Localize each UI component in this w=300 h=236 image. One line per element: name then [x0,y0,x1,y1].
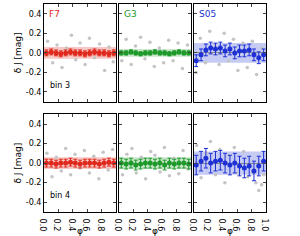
svg-text:0.0: 0.0 [29,159,42,168]
svg-text:φ: φ [227,226,233,236]
svg-text:0.8: 0.8 [96,219,105,232]
svg-text:0.2: 0.2 [127,219,136,232]
svg-text:0.0: 0.0 [113,219,122,232]
svg-text:0.2: 0.2 [29,29,42,38]
svg-text:0.4: 0.4 [29,10,42,19]
svg-text:φ: φ [77,226,83,236]
svg-text:0.4: 0.4 [67,219,76,232]
svg-text:G3: G3 [124,9,137,19]
svg-text:0.2: 0.2 [202,219,211,232]
svg-text:-0.4: -0.4 [26,88,42,97]
svg-text:0.0: 0.0 [188,219,197,232]
svg-text:0.8: 0.8 [171,219,180,232]
svg-text:bin 4: bin 4 [50,191,70,200]
svg-text:S05: S05 [199,9,216,19]
svg-text:0.4: 0.4 [217,219,226,232]
svg-text:-0.4: -0.4 [26,198,42,207]
svg-text:0.4: 0.4 [142,219,151,232]
svg-text:0.0: 0.0 [38,219,47,232]
svg-text:φ: φ [152,226,158,236]
svg-text:1.0: 1.0 [260,219,269,232]
svg-text:δ J [mag]: δ J [mag] [13,32,23,73]
svg-text:0.2: 0.2 [52,219,61,232]
svg-text:0.2: 0.2 [29,139,42,148]
svg-text:0.4: 0.4 [29,120,42,129]
svg-text:δ J [mag]: δ J [mag] [13,143,23,184]
svg-text:0.6: 0.6 [81,219,90,232]
svg-text:0.6: 0.6 [156,219,165,232]
svg-text:bin 3: bin 3 [50,81,70,90]
svg-text:0.6: 0.6 [231,219,240,232]
svg-text:F7: F7 [49,9,60,19]
svg-text:-0.2: -0.2 [26,178,42,187]
svg-text:0.8: 0.8 [246,219,255,232]
svg-text:-0.2: -0.2 [26,68,42,77]
svg-text:0.0: 0.0 [29,49,42,58]
